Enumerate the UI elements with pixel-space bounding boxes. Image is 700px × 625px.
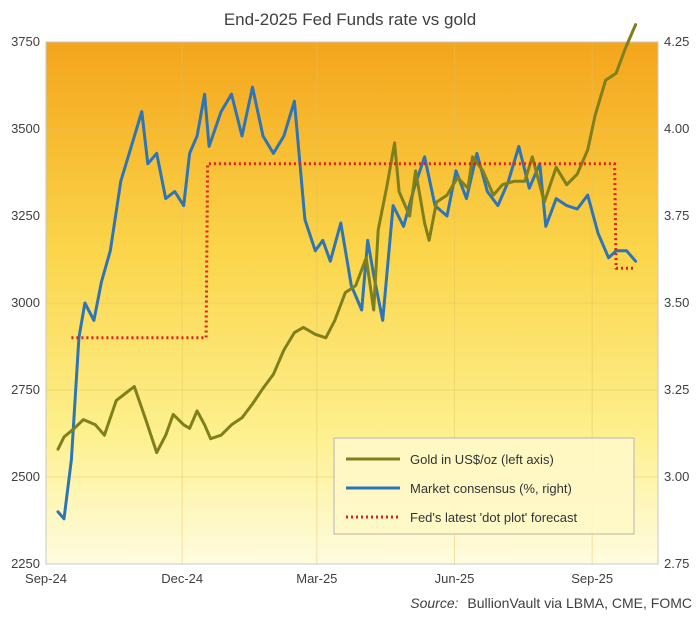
series-gold-line: [56, 23, 638, 455]
y-right-tick-label: 3.25: [664, 382, 689, 397]
y-left-tick-label: 3500: [11, 121, 40, 136]
source-text: BullionVault via LBMA, CME, FOMC: [467, 595, 692, 611]
grid-lines: [46, 42, 658, 564]
axis-labels: 2250 2500 2750 3000 3250 3500 3750 2.75 3.00 3.25…: [11, 34, 689, 586]
y-right-tick-label: 3.75: [664, 208, 689, 223]
legend-box: [333, 437, 635, 535]
x-tick-label: Dec-24: [161, 571, 203, 586]
legend-label-market: Market consensus (%, right): [410, 481, 572, 496]
y-right-tick-label: 2.75: [664, 556, 689, 571]
y-left-tick-label: 3750: [11, 34, 40, 49]
x-tick-label: Sep-25: [571, 571, 613, 586]
x-tick-label: Sep-24: [25, 571, 67, 586]
legend: Gold in US$/oz (left axis) Market consen…: [333, 437, 635, 535]
y-left-tick-label: 2500: [11, 469, 40, 484]
y-left-tick-label: 3000: [11, 295, 40, 310]
source-label: Source:: [410, 595, 458, 611]
y-right-tick-label: 3.50: [664, 295, 689, 310]
chart-title: End-2025 Fed Funds rate vs gold: [224, 10, 476, 29]
y-left-tick-label: 3250: [11, 208, 40, 223]
y-right-tick-label: 4.25: [664, 34, 689, 49]
source-note: Source: BullionVault via LBMA, CME, FOMC: [410, 595, 692, 611]
series-layer: [56, 23, 638, 521]
legend-label-gold: Gold in US$/oz (left axis): [410, 452, 554, 467]
y-right-tick-label: 3.00: [664, 469, 689, 484]
y-left-tick-label: 2250: [11, 556, 40, 571]
x-tick-label: Mar-25: [296, 571, 337, 586]
y-right-tick-label: 4.00: [664, 121, 689, 136]
x-tick-label: Jun-25: [435, 571, 475, 586]
y-left-tick-label: 2750: [11, 382, 40, 397]
legend-label-dotplot: Fed's latest 'dot plot' forecast: [410, 510, 578, 525]
